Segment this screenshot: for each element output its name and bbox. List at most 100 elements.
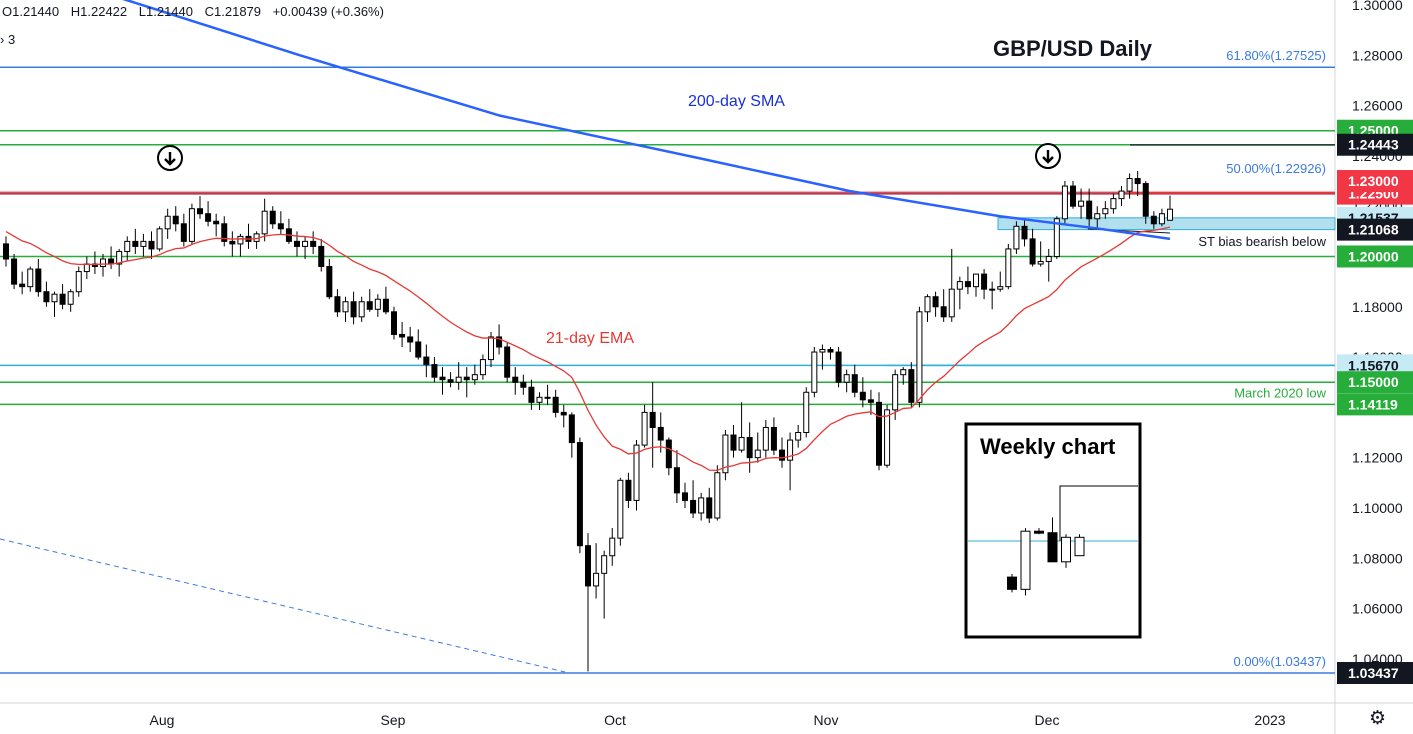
candle-body [1047,532,1058,563]
candle-body [617,479,624,539]
candle-body [59,293,66,305]
candle-body [528,386,535,403]
candle-body [293,240,301,247]
ohlc-readout: O1.21440 H1.22422 L1.21440 C1.21879 +0.0… [2,4,388,19]
candle-body [415,341,422,358]
y-tick-label: 1.10000 [1352,500,1403,516]
candle-body [770,426,777,451]
x-tick-label: Oct [604,712,626,728]
candle-body [390,311,398,335]
x-tick-label: Nov [814,712,839,728]
candle-body [1020,530,1031,590]
candle-body [754,449,761,459]
gear-icon[interactable]: ⚙ [1369,708,1387,729]
candle-body [568,414,575,444]
candle-body [997,286,1004,290]
candle-body [496,336,503,348]
candle-body [269,210,276,225]
candle-body [1094,213,1101,220]
indicator-count: 3 [7,32,16,47]
candle-body [989,288,996,291]
candle-body [1150,215,1157,225]
candle-body [1045,255,1052,263]
candle-body [83,263,90,273]
candle-body [1013,225,1020,250]
price-badge [1337,393,1413,416]
candle-body [213,220,220,225]
x-tick-label: Aug [150,712,175,728]
candle-body [439,376,446,381]
candle-body [932,296,939,308]
candle-body [981,273,988,290]
candle-body [908,369,915,403]
candle-body [835,351,842,383]
candle-body [399,333,406,338]
candle-body [164,215,171,230]
chevron-right-icon[interactable]: › [0,32,5,47]
candle-body [536,396,543,403]
candle-body [940,306,947,318]
candle-body [778,449,786,461]
candle-body [649,411,656,428]
candle-body [99,258,107,268]
candle-body [19,283,26,288]
candle-body [1074,536,1085,557]
candle-body [673,467,680,494]
candle-body [730,434,737,451]
candle-body [350,301,357,318]
candle-body [1134,178,1141,185]
indicator-toggle[interactable]: › 3 [0,32,15,47]
candle-body [875,401,883,466]
candle-body [827,349,834,353]
candle-body [1102,208,1109,215]
candle-body [892,374,899,411]
candle-body [843,374,850,383]
candle-body [681,492,689,501]
candle-body [261,210,268,235]
candle-body [140,240,147,247]
candle-body [237,235,244,245]
price-badge-label: 1.14119 [1348,396,1398,412]
candle-body [1061,185,1068,220]
candle-body [964,281,971,288]
candle-body [665,439,672,469]
candle-body [1110,198,1117,210]
candle-body [698,497,705,514]
candle-body [124,240,131,252]
candle-body [326,266,333,298]
candle-body [916,311,923,403]
level-label: 61.80%(1.27525) [1226,48,1326,63]
candle-body [1166,208,1174,221]
y-tick-label: 1.28000 [1352,47,1403,63]
candle-body [180,223,187,242]
ema21-annotation: 21-day EMA [546,330,634,347]
candle-body [487,336,495,361]
candle-body [205,213,212,222]
level-label: March 2020 low [1234,385,1326,400]
high-value: H1.22422 [70,4,128,19]
candle-body [1021,225,1028,240]
candle-body [27,268,34,288]
candle-body [431,364,438,378]
candle-body [229,240,236,245]
candle-body [67,291,74,305]
arrow-down-icon [1042,150,1054,164]
price-badge-label: 1.20000 [1348,248,1399,264]
candle-body [900,369,907,376]
candle-body [1158,213,1165,225]
price-badge [1337,662,1413,684]
x-tick-label: Dec [1035,712,1060,728]
candle-body [884,409,891,466]
candle-body [746,437,753,459]
candle-body [11,258,18,285]
level-label: ST bias bearish below [1198,234,1326,249]
candle-body [318,245,325,268]
candle-body [560,411,567,416]
price-badge-label: 1.03437 [1348,665,1399,681]
open-value: O1.21440 [2,4,60,19]
candle-body [576,442,583,547]
candle-body [132,240,139,247]
candle-body [188,208,195,242]
candle-body [1126,178,1133,192]
